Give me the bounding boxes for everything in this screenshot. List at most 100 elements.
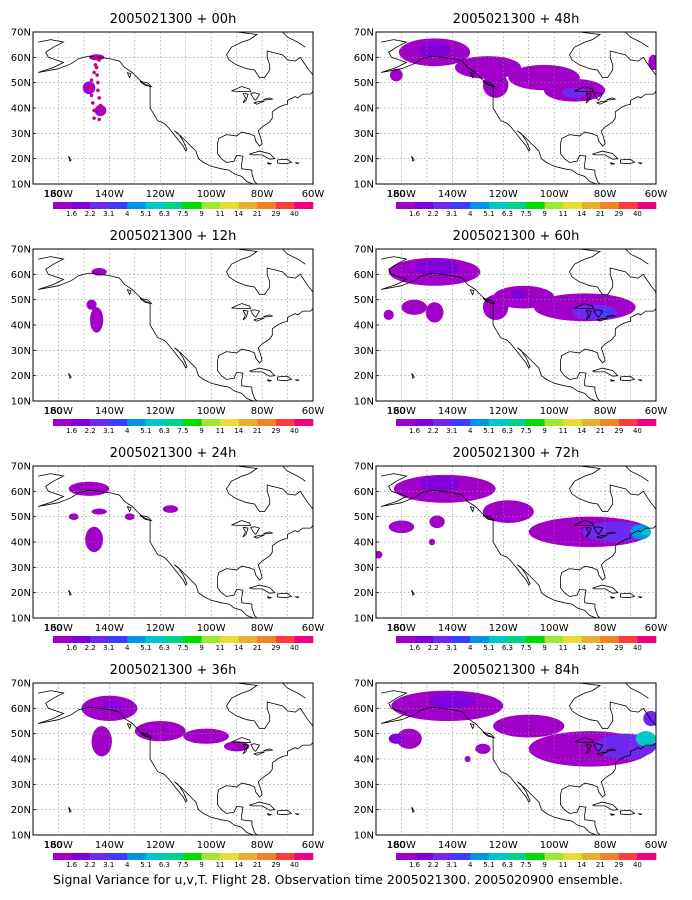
y-tick-label: 10N	[354, 831, 374, 842]
x-tick-label: 160W	[387, 189, 416, 200]
variance-contour	[425, 302, 444, 323]
colorbar-label: 21	[253, 210, 262, 218]
variance-contour	[376, 550, 383, 559]
x-tick-label: 160W	[44, 840, 73, 851]
colorbar-label: 5.1	[483, 861, 494, 869]
colorbar-swatch	[201, 419, 221, 426]
colorbar-swatch	[600, 853, 620, 860]
colorbar-swatch	[433, 419, 453, 426]
colorbar-label: 40	[290, 861, 299, 869]
variance-contour	[162, 505, 179, 513]
observation-point	[92, 116, 96, 120]
x-tick-label: 100W	[540, 406, 569, 417]
colorbar-swatch	[108, 636, 128, 643]
colorbar-label: 29	[271, 210, 280, 218]
x-tick-label: 160W	[44, 623, 73, 634]
colorbar-swatch	[275, 853, 295, 860]
colorbar-swatch	[488, 853, 508, 860]
x-tick-label: 140W	[95, 189, 124, 200]
variance-contour	[85, 526, 104, 553]
colorbar-label: 9	[542, 427, 546, 435]
colorbar-label: 40	[633, 427, 642, 435]
colorbar-label: 2.2	[85, 861, 96, 869]
colorbar-label: 21	[253, 644, 262, 652]
colorbar-label: 4	[125, 861, 130, 869]
colorbar-swatch	[108, 853, 128, 860]
colorbar-label: 1.6	[66, 427, 78, 435]
colorbar-label: 14	[234, 861, 243, 869]
x-tick-label: 100W	[197, 406, 226, 417]
x-tick-label: 80W	[251, 623, 274, 634]
x-tick-label: 80W	[594, 840, 617, 851]
colorbar-label: 40	[633, 861, 642, 869]
y-tick-label: 20N	[354, 805, 374, 816]
colorbar-swatch	[71, 636, 91, 643]
colorbar-label: 40	[633, 210, 642, 218]
colorbar-swatch	[127, 419, 147, 426]
observation-point	[96, 88, 100, 93]
y-tick-label: 20N	[11, 154, 31, 165]
colorbar-label: 3.1	[103, 427, 114, 435]
colorbar-swatch	[637, 202, 657, 209]
variance-contour	[91, 508, 107, 515]
panel-title: 2005021300 + 60h	[453, 229, 580, 244]
colorbar-swatch	[275, 636, 295, 643]
colorbar-label: 29	[614, 861, 623, 869]
colorbar-swatch	[183, 202, 202, 209]
panel-title: 2005021300 + 00h	[110, 12, 237, 27]
x-tick-label: 140W	[95, 623, 124, 634]
colorbar-swatch	[90, 636, 110, 643]
colorbar-swatch	[71, 419, 91, 426]
y-tick-label: 40N	[11, 321, 31, 332]
colorbar-swatch	[544, 202, 564, 209]
colorbar-label: 11	[216, 644, 225, 652]
y-tick-label: 40N	[11, 104, 31, 115]
colorbar-swatch	[238, 419, 258, 426]
colorbar-label: 9	[199, 644, 203, 652]
coastline	[37, 249, 313, 401]
colorbar-swatch	[90, 202, 110, 209]
colorbar-swatch	[90, 853, 110, 860]
colorbar-swatch	[257, 853, 277, 860]
x-tick-label: 120W	[146, 623, 175, 634]
y-tick-label: 40N	[11, 538, 31, 549]
colorbar-label: 5.1	[483, 644, 494, 652]
x-tick-label: 180	[386, 189, 405, 200]
y-tick-label: 20N	[354, 154, 374, 165]
x-tick-label: 60W	[645, 623, 668, 634]
colorbar-label: 2.2	[428, 644, 439, 652]
observation-point	[93, 55, 98, 60]
observation-point	[97, 58, 101, 62]
colorbar-swatch	[294, 419, 314, 426]
colorbar-label: 5.1	[140, 644, 151, 652]
panel-2: 2005021300 + 12h 10N 20N 30N 40N 50N 60N 70N 180…	[11, 229, 325, 435]
x-tick-label: 100W	[197, 623, 226, 634]
panel-title: 2005021300 + 72h	[453, 446, 580, 461]
colorbar-label: 11	[559, 210, 568, 218]
colorbar-label: 40	[290, 644, 299, 652]
y-tick-label: 60N	[354, 704, 374, 715]
panel-3: 2005021300 + 60h 10N 20N 30N 40N 50N 60N 70N 180…	[354, 229, 668, 435]
colorbar-label: 1.6	[409, 427, 421, 435]
x-tick-label: 100W	[540, 840, 569, 851]
colorbar-swatch	[53, 202, 72, 209]
colorbar-swatch	[164, 853, 184, 860]
coastline	[380, 683, 656, 835]
colorbar-label: 7.5	[520, 427, 531, 435]
y-tick-label: 50N	[11, 512, 31, 523]
y-tick-label: 30N	[11, 346, 31, 357]
grid	[33, 32, 313, 184]
observation-point	[91, 101, 95, 105]
colorbar-label: 1.6	[409, 210, 421, 218]
colorbar-label: 1.6	[66, 644, 78, 652]
colorbar-label: 5.1	[483, 210, 494, 218]
colorbar-label: 29	[614, 210, 623, 218]
colorbar-label: 14	[234, 644, 243, 652]
colorbar-label: 2.2	[428, 861, 439, 869]
colorbar-label: 1.6	[66, 861, 78, 869]
variance-contour	[635, 731, 656, 747]
grid	[33, 466, 313, 618]
y-tick-label: 50N	[11, 78, 31, 89]
x-tick-label: 80W	[251, 840, 274, 851]
colorbar-label: 6.3	[159, 427, 170, 435]
